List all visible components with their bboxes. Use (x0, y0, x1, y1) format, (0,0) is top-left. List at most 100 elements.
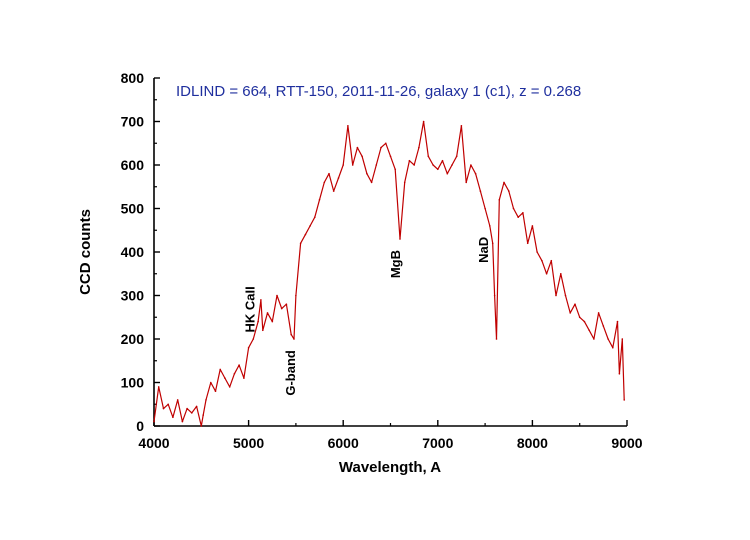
data-point (437, 168, 439, 171)
data-point (545, 273, 548, 275)
data-point (323, 181, 326, 184)
data-point (181, 420, 184, 423)
data-point (403, 181, 406, 184)
data-point (621, 338, 624, 340)
data-point (153, 420, 155, 423)
data-point (262, 329, 264, 332)
data-point (271, 320, 274, 323)
data-point (560, 273, 562, 275)
y-tick-label: 200 (121, 331, 145, 347)
x-tick-label: 4000 (138, 435, 169, 451)
data-point (479, 190, 482, 192)
data-point (446, 172, 449, 175)
data-point (451, 164, 453, 166)
data-point (224, 377, 226, 379)
data-point (588, 329, 590, 332)
data-point (304, 233, 307, 236)
data-point (484, 207, 486, 210)
data-point (432, 164, 434, 166)
data-point (366, 172, 368, 175)
data-point (422, 120, 425, 123)
data-point (389, 155, 392, 158)
x-tick-label: 7000 (422, 435, 453, 451)
data-point (285, 303, 288, 306)
data-point (536, 251, 538, 253)
data-point (618, 373, 621, 375)
y-axis-title: CCD counts (77, 209, 94, 295)
data-point (616, 320, 619, 323)
y-tick-label: 300 (121, 288, 145, 304)
data-point (162, 407, 165, 410)
y-tick-label: 0 (136, 418, 144, 434)
annotation-label: HK CaII (242, 286, 257, 332)
data-point (460, 125, 463, 127)
data-point (219, 368, 221, 371)
data-point (526, 242, 529, 245)
data-point (280, 307, 283, 310)
annotation-label: G-band (283, 350, 298, 396)
y-tick-label: 800 (121, 70, 145, 86)
data-point (247, 346, 250, 349)
data-point (493, 294, 496, 297)
data-point (299, 242, 302, 245)
x-axis-title: Wavelength, A (339, 459, 441, 476)
data-point (578, 316, 581, 319)
annotation-label: MgB (388, 250, 403, 278)
data-point (370, 181, 373, 184)
data-point (498, 199, 501, 201)
data-point (607, 338, 609, 340)
y-tick-label: 500 (121, 201, 145, 217)
data-point (375, 164, 378, 166)
data-point (257, 320, 259, 323)
x-axis: 4000 5000 6000 7000 8000 9000 (138, 420, 643, 451)
data-point (167, 403, 169, 406)
y-tick-label: 700 (121, 114, 145, 130)
data-point (200, 425, 203, 427)
y-tick-label: 600 (121, 157, 145, 173)
data-point (470, 164, 472, 166)
data-point (408, 159, 411, 162)
data-point (314, 216, 316, 218)
data-point (210, 381, 212, 384)
chart-title: IDLIND = 664, RTT-150, 2011-11-26, galax… (176, 83, 581, 100)
data-point (441, 159, 444, 162)
data-point (252, 338, 255, 340)
data-point (495, 338, 498, 340)
data-point (260, 299, 262, 301)
data-point (555, 294, 557, 297)
data-point (361, 155, 363, 158)
data-point (583, 320, 586, 323)
data-point (394, 168, 397, 171)
x-tick-label: 9000 (611, 435, 642, 451)
data-point (385, 142, 387, 145)
data-point (455, 155, 458, 158)
data-point (186, 407, 188, 410)
data-point (309, 225, 311, 227)
data-point (541, 259, 543, 262)
data-point (418, 146, 420, 149)
data-point (228, 386, 231, 388)
annotation-label: NaD (476, 237, 491, 263)
data-point (243, 377, 245, 379)
data-point (191, 412, 193, 414)
data-point (195, 405, 198, 408)
y-tick-label: 400 (121, 244, 145, 260)
data-point (574, 303, 576, 306)
data-point (295, 294, 297, 297)
data-point (474, 172, 477, 175)
data-point (205, 399, 207, 401)
data-point (465, 181, 468, 184)
data-point (356, 146, 359, 149)
data-point (157, 386, 160, 388)
data-point (214, 390, 217, 393)
data-point (233, 373, 236, 375)
y-tick-label: 100 (121, 375, 145, 391)
data-point (503, 181, 505, 184)
data-point (612, 346, 614, 349)
y-axis: 0 100 200 300 400 500 600 700 800 (121, 70, 160, 434)
data-point (491, 242, 494, 245)
data-point (399, 238, 401, 240)
data-point (293, 338, 295, 340)
data-point (602, 325, 605, 327)
